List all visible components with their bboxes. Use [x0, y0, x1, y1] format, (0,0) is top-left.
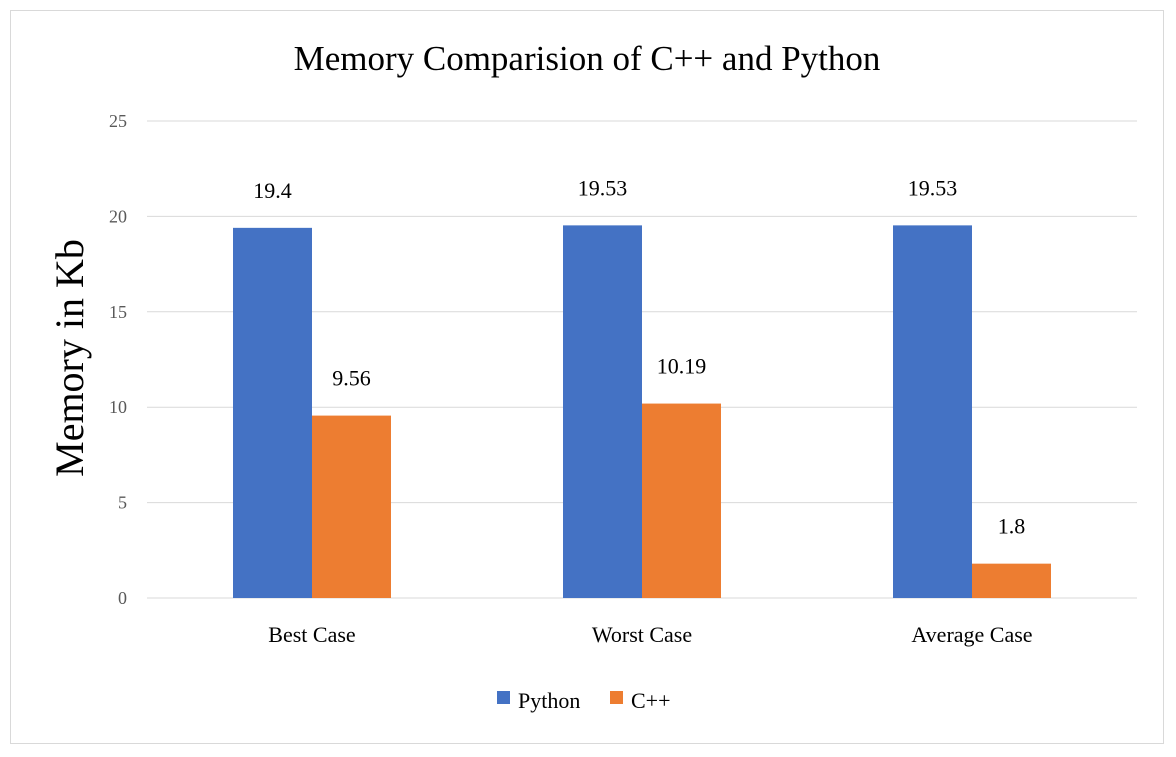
data-label: 1.8: [998, 514, 1026, 539]
y-tick-label: 25: [109, 111, 127, 131]
bar-c--2: [972, 563, 1051, 598]
y-tick-label: 5: [118, 493, 127, 513]
bars: [233, 225, 1051, 598]
chart-title: Memory Comparision of C++ and Python: [294, 39, 881, 78]
bar-python-2: [893, 225, 972, 598]
y-tick-label: 20: [109, 206, 127, 226]
y-axis-ticks: 0 5 10 15 20 25: [109, 111, 127, 608]
bar-python-0: [233, 227, 312, 598]
x-category-label: Average Case: [911, 622, 1032, 647]
y-axis-label: Memory in Kb: [47, 239, 92, 477]
legend: Python C++: [497, 688, 671, 713]
data-label: 19.53: [908, 175, 958, 200]
data-label: 19.4: [253, 178, 292, 203]
y-tick-label: 0: [118, 588, 127, 608]
data-labels: 19.4 9.56 19.53 10.19 19.53 1.8: [253, 175, 1025, 538]
data-label: 9.56: [332, 366, 371, 391]
x-axis-categories: Best Case Worst Case Average Case: [268, 622, 1032, 647]
legend-swatch-python: [497, 691, 510, 704]
legend-swatch-c-: [610, 691, 623, 704]
y-tick-label: 15: [109, 302, 127, 322]
bar-c--1: [642, 403, 721, 598]
data-label: 10.19: [657, 354, 707, 379]
x-category-label: Best Case: [268, 622, 355, 647]
bar-c--0: [312, 415, 391, 598]
x-category-label: Worst Case: [592, 622, 692, 647]
legend-label: C++: [631, 688, 671, 713]
data-label: 19.53: [578, 175, 628, 200]
bar-python-1: [563, 225, 642, 598]
y-tick-label: 10: [109, 397, 127, 417]
legend-label: Python: [518, 688, 580, 713]
